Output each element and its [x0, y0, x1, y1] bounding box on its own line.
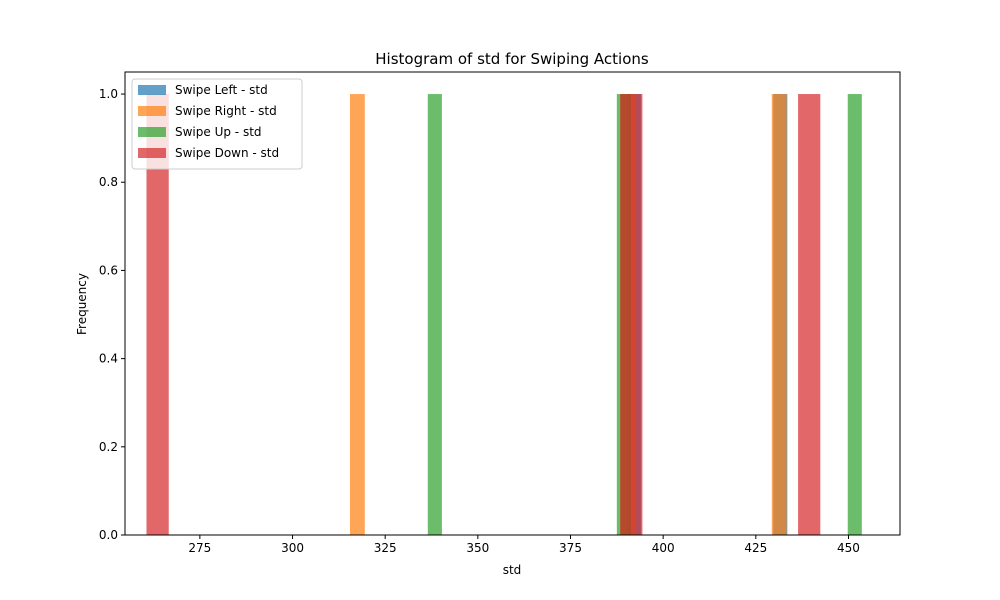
bar-series-1-bin-0: [349, 94, 365, 536]
x-axis-title: std: [503, 563, 522, 577]
y-tick-label: 0.0: [99, 528, 118, 542]
legend-swatch-3: [138, 148, 166, 158]
legend-label-1: Swipe Right - std: [175, 104, 277, 118]
bar-series-3-bin-0: [146, 94, 169, 536]
legend-label-3: Swipe Down - std: [175, 146, 279, 160]
x-tick-label: 450: [837, 541, 860, 555]
legend-swatch-0: [138, 85, 166, 95]
y-tick-label: 1.0: [99, 87, 118, 101]
chart-title: Histogram of std for Swiping Actions: [375, 50, 649, 68]
legend-swatch-2: [138, 127, 166, 137]
y-tick-label: 0.4: [99, 352, 118, 366]
bar-series-2-bin-2: [847, 94, 862, 536]
x-tick-label: 375: [559, 541, 582, 555]
legend-box: [131, 78, 303, 170]
y-tick-label: 0.6: [99, 263, 118, 277]
legend-label-2: Swipe Up - std: [175, 125, 262, 139]
bar-series-3-bin-2: [798, 94, 821, 536]
axes-layer: 275 300 325 350 375 400 425 450 0.0 0.2 0.4 0.6 0.8 1…: [99, 71, 901, 555]
y-tick-label: 0.2: [99, 440, 118, 454]
x-tick-label: 300: [281, 541, 304, 555]
bar-series-3-bin-1: [620, 94, 643, 536]
bar-series-2-bin-0: [427, 94, 442, 536]
x-tick-label: 425: [744, 541, 767, 555]
x-tick-label: 275: [188, 541, 211, 555]
legend-swatch-1: [138, 106, 166, 116]
x-tick-label: 350: [466, 541, 489, 555]
y-axis-title: Frequency: [75, 273, 89, 335]
legend-label-0: Swipe Left - std: [175, 83, 268, 97]
x-tick-label: 325: [374, 541, 397, 555]
bars-layer: [146, 94, 862, 536]
y-tick-label: 0.8: [99, 175, 118, 189]
plot-frame: [124, 71, 901, 536]
legend: Swipe Left - std Swipe Right - std Swipe U…: [131, 78, 303, 170]
x-tick-label: 400: [652, 541, 675, 555]
bar-series-1-bin-2: [771, 94, 787, 536]
